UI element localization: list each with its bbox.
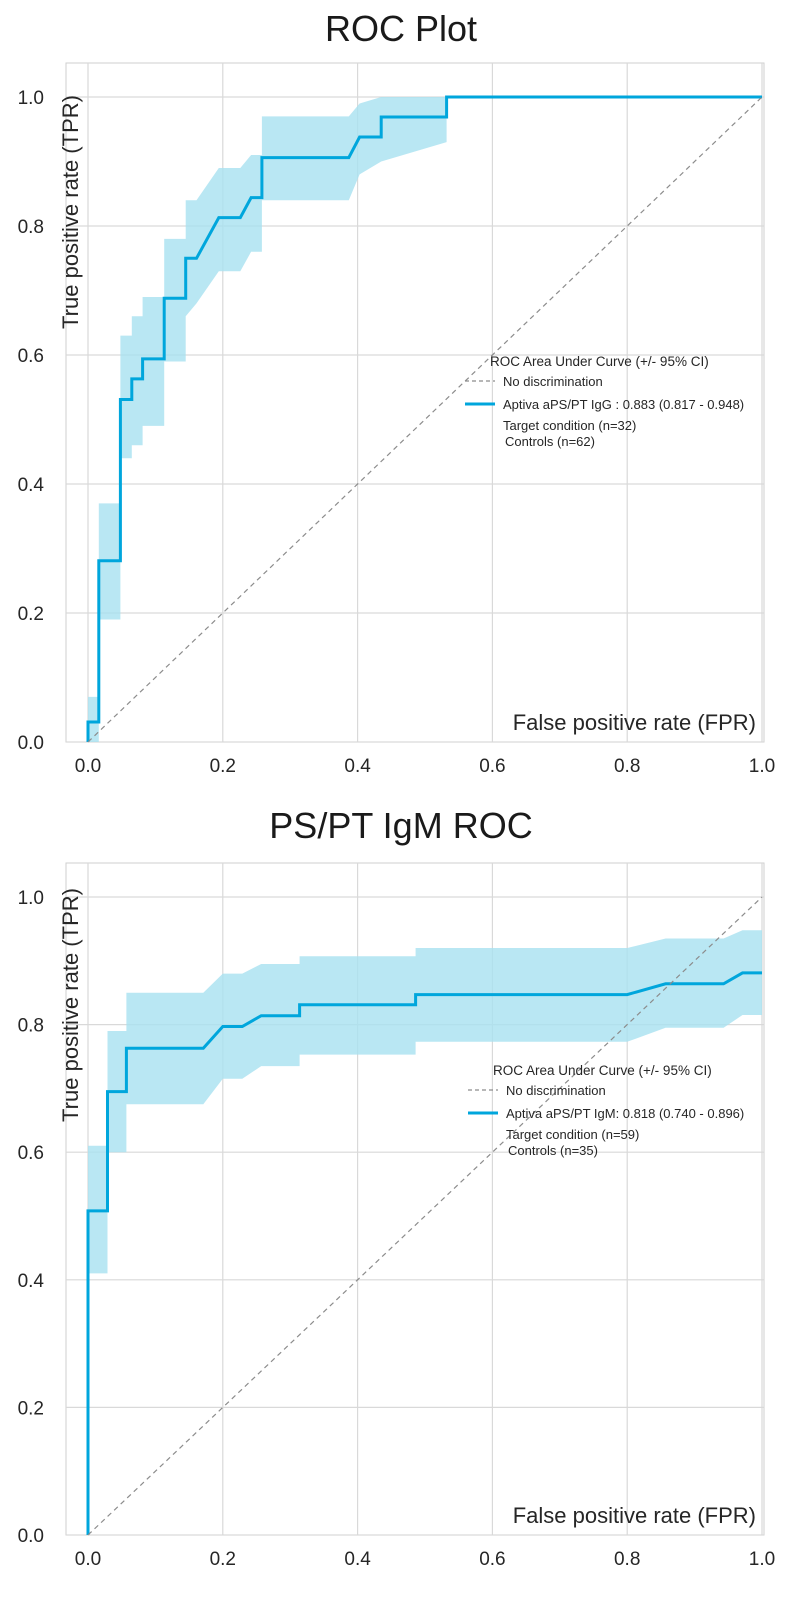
plot-area: [65, 62, 765, 743]
roc-curve-line: [86, 971, 762, 1535]
roc-chart-igm: PS/PT IgM ROC 0.0 0.0 0.2 0.2 0.4 0.4 0.6 0.6 0.…: [0, 805, 802, 1609]
legend-title: ROC Area Under Curve (+/- 95% CI): [493, 1063, 712, 1078]
x-tick-label: 0.4: [344, 1549, 371, 1570]
x-axis-label: False positive rate (FPR): [513, 1503, 756, 1528]
y-tick-label: 0.6: [18, 1143, 44, 1164]
legend-controls-label: Controls (n=62): [505, 434, 595, 449]
x-tick-label: 0.8: [614, 1549, 640, 1570]
legend-target-label: Target condition (n=32): [503, 418, 636, 433]
legend-title: ROC Area Under Curve (+/- 95% CI): [490, 354, 709, 369]
y-axis-label: True positive rate (TPR): [58, 95, 83, 329]
x-tick-label: 0.2: [210, 756, 236, 777]
roc-plot-svg: 0.0 0.0 0.2 0.2 0.4 0.4 0.6 0.6 0.8 0.8 1.0 1.0 Fals…: [18, 862, 775, 1570]
legend-series-label: Aptiva aPS/PT IgG : 0.883 (0.817 - 0.948…: [503, 397, 744, 412]
no-discrimination-line: [87, 896, 763, 1536]
chart-title: ROC Plot: [324, 8, 478, 49]
y-tick-label: 0.0: [18, 733, 44, 754]
y-tick-label: 0.4: [18, 475, 45, 496]
x-tick-label: 0.0: [75, 756, 101, 777]
legend-series-label: Aptiva aPS/PT IgM: 0.818 (0.740 - 0.896): [506, 1106, 744, 1121]
legend-controls-label: Controls (n=35): [508, 1143, 598, 1158]
legend-target-label: Target condition (n=59): [506, 1127, 639, 1142]
x-tick-label: 1.0: [749, 1549, 775, 1570]
legend-no-discrimination: No discrimination: [506, 1083, 606, 1098]
y-tick-label: 0.2: [18, 1398, 44, 1419]
y-tick-label: 0.2: [18, 604, 44, 625]
legend-no-discrimination: No discrimination: [503, 374, 603, 389]
y-tick-label: 1.0: [18, 888, 44, 909]
y-tick-label: 0.4: [18, 1271, 45, 1292]
x-tick-label: 1.0: [749, 756, 775, 777]
x-tick-label: 0.0: [75, 1549, 101, 1570]
x-tick-label: 0.6: [479, 756, 505, 777]
roc-chart-igg: ROC Plot 0.0 0.0 0.2 0.2 0.4 0.4 0.6 0.6 0.8 0.8 1…: [18, 8, 776, 777]
roc-curve-line: [86, 95, 762, 742]
no-discrimination-line: [87, 96, 763, 743]
chart-title: PS/PT IgM ROC: [269, 805, 533, 846]
confidence-band: [88, 897, 762, 1274]
x-tick-label: 0.8: [614, 756, 640, 777]
y-tick-label: 0.6: [18, 346, 44, 367]
x-tick-label: 0.2: [210, 1549, 236, 1570]
y-axis-label: True positive rate (TPR): [58, 888, 83, 1122]
roc-plot-svg: 0.0 0.0 0.2 0.2 0.4 0.4 0.6 0.6 0.8 0.8 1.0 1.0 Fals…: [18, 62, 775, 777]
y-tick-label: 0.8: [18, 217, 44, 238]
x-axis-label: False positive rate (FPR): [513, 710, 756, 735]
x-tick-label: 0.6: [479, 1549, 505, 1570]
x-tick-label: 0.4: [344, 756, 371, 777]
y-tick-label: 1.0: [18, 88, 44, 109]
y-tick-label: 0.0: [18, 1526, 44, 1547]
y-tick-label: 0.8: [18, 1016, 44, 1037]
